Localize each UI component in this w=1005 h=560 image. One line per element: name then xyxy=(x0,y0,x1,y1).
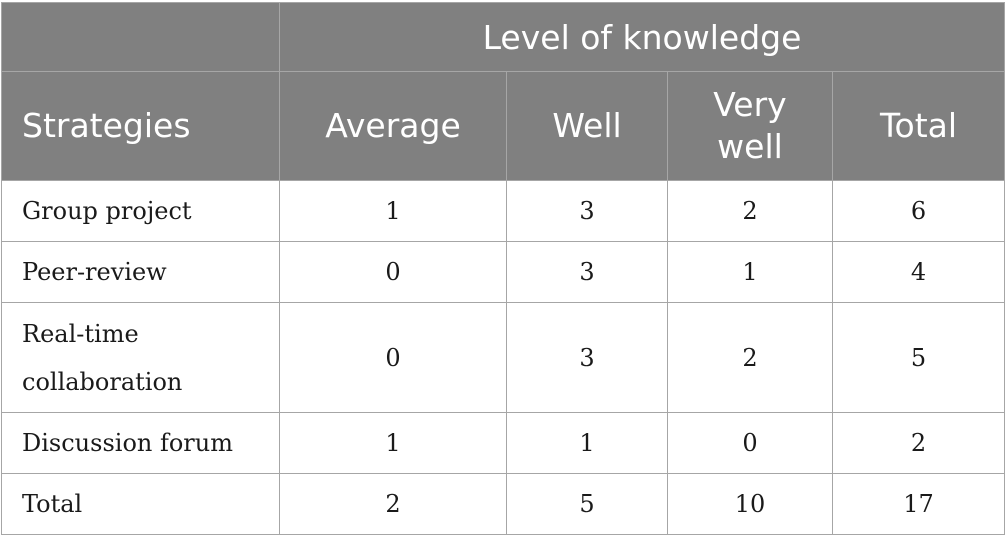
cell-average: 1 xyxy=(279,412,507,474)
cell-total: 4 xyxy=(831,241,1005,303)
table-row: Peer-review 0 3 1 4 xyxy=(1,241,1005,303)
table-row: Discussion forum 1 1 0 2 xyxy=(1,412,1005,474)
row-strategy-cell: Peer-review xyxy=(1,241,280,303)
row-strategy-label: Discussion forum xyxy=(22,429,233,457)
cell-total: 2 xyxy=(831,412,1005,474)
header-average: Average xyxy=(279,71,507,181)
cell-well: 3 xyxy=(506,180,668,242)
header-group-row: Level of knowledge xyxy=(1,2,1005,72)
row-strategy-cell: Total xyxy=(1,473,280,535)
cell-total: 17 xyxy=(831,473,1005,535)
header-empty-cell xyxy=(1,2,280,72)
cell-well: 1 xyxy=(506,412,668,474)
row-strategy-cell: Real-time collaboration xyxy=(1,302,280,413)
row-strategy-label: Real-time collaboration xyxy=(22,319,183,396)
table-row: Real-time collaboration 0 3 2 5 xyxy=(1,302,1005,413)
row-strategy-label: Peer-review xyxy=(22,258,167,286)
cell-well: 5 xyxy=(506,473,668,535)
header-column-row: Strategies Average Well Very well Total xyxy=(1,71,1005,181)
cell-average: 0 xyxy=(279,241,507,303)
cell-average: 0 xyxy=(279,302,507,413)
cell-total: 6 xyxy=(831,180,1005,242)
header-very-well-label: Very well xyxy=(713,85,787,166)
row-strategy-label: Total xyxy=(22,490,83,518)
header-very-well: Very well xyxy=(667,71,833,181)
table-row: Group project 1 3 2 6 xyxy=(1,180,1005,242)
cell-total: 5 xyxy=(831,302,1005,413)
cell-average: 2 xyxy=(279,473,507,535)
cell-very-well: 2 xyxy=(667,302,833,413)
header-level-of-knowledge: Level of knowledge xyxy=(278,2,1005,72)
row-strategy-cell: Group project xyxy=(1,180,280,242)
header-total: Total xyxy=(831,71,1005,181)
cell-very-well: 2 xyxy=(667,180,833,242)
row-strategy-label: Group project xyxy=(22,197,192,225)
cell-well: 3 xyxy=(506,241,668,303)
cell-well: 3 xyxy=(506,302,668,413)
table-row-total: Total 2 5 10 17 xyxy=(1,473,1005,535)
header-strategies: Strategies xyxy=(1,71,280,181)
cell-very-well: 1 xyxy=(667,241,833,303)
cell-very-well: 10 xyxy=(667,473,833,535)
row-strategy-cell: Discussion forum xyxy=(1,412,280,474)
cell-average: 1 xyxy=(279,180,507,242)
cell-very-well: 0 xyxy=(667,412,833,474)
header-well: Well xyxy=(506,71,668,181)
knowledge-strategies-table: Level of knowledge Strategies Average We… xyxy=(1,2,1005,535)
